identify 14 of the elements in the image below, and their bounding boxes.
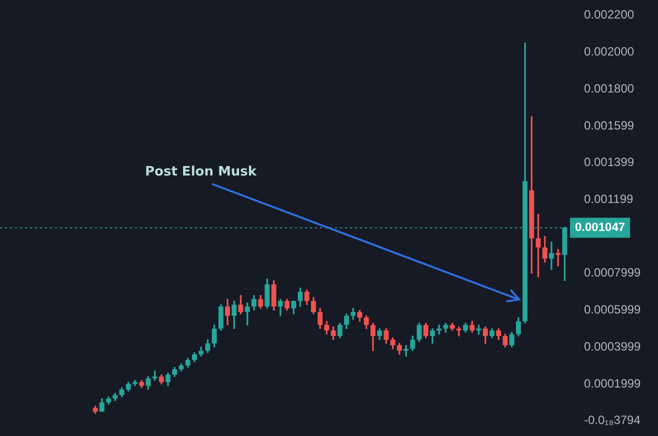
y-tick-label: 0.002200 (584, 8, 634, 22)
y-tick-label: 0.0005999 (584, 302, 642, 317)
y-tick-label: 0.001199 (584, 192, 634, 206)
y-tick-label: 0.001399 (584, 155, 634, 170)
y-tick-label: 0.0001999 (584, 376, 642, 390)
y-tick-label: -0.0₁₈3794 (584, 413, 641, 428)
annotation: Post Elon Musk (145, 164, 257, 180)
candlestick (548, 242, 554, 270)
y-tick-label: 0.001599 (584, 118, 634, 132)
y-tick-label: 0.001800 (584, 81, 634, 96)
y-tick-label: 0.0003999 (584, 339, 642, 354)
ref-line-label: 0.001047 (575, 220, 626, 234)
y-tick-label: 0.002000 (584, 44, 634, 58)
y-tick-label: 0.0007999 (584, 266, 642, 280)
